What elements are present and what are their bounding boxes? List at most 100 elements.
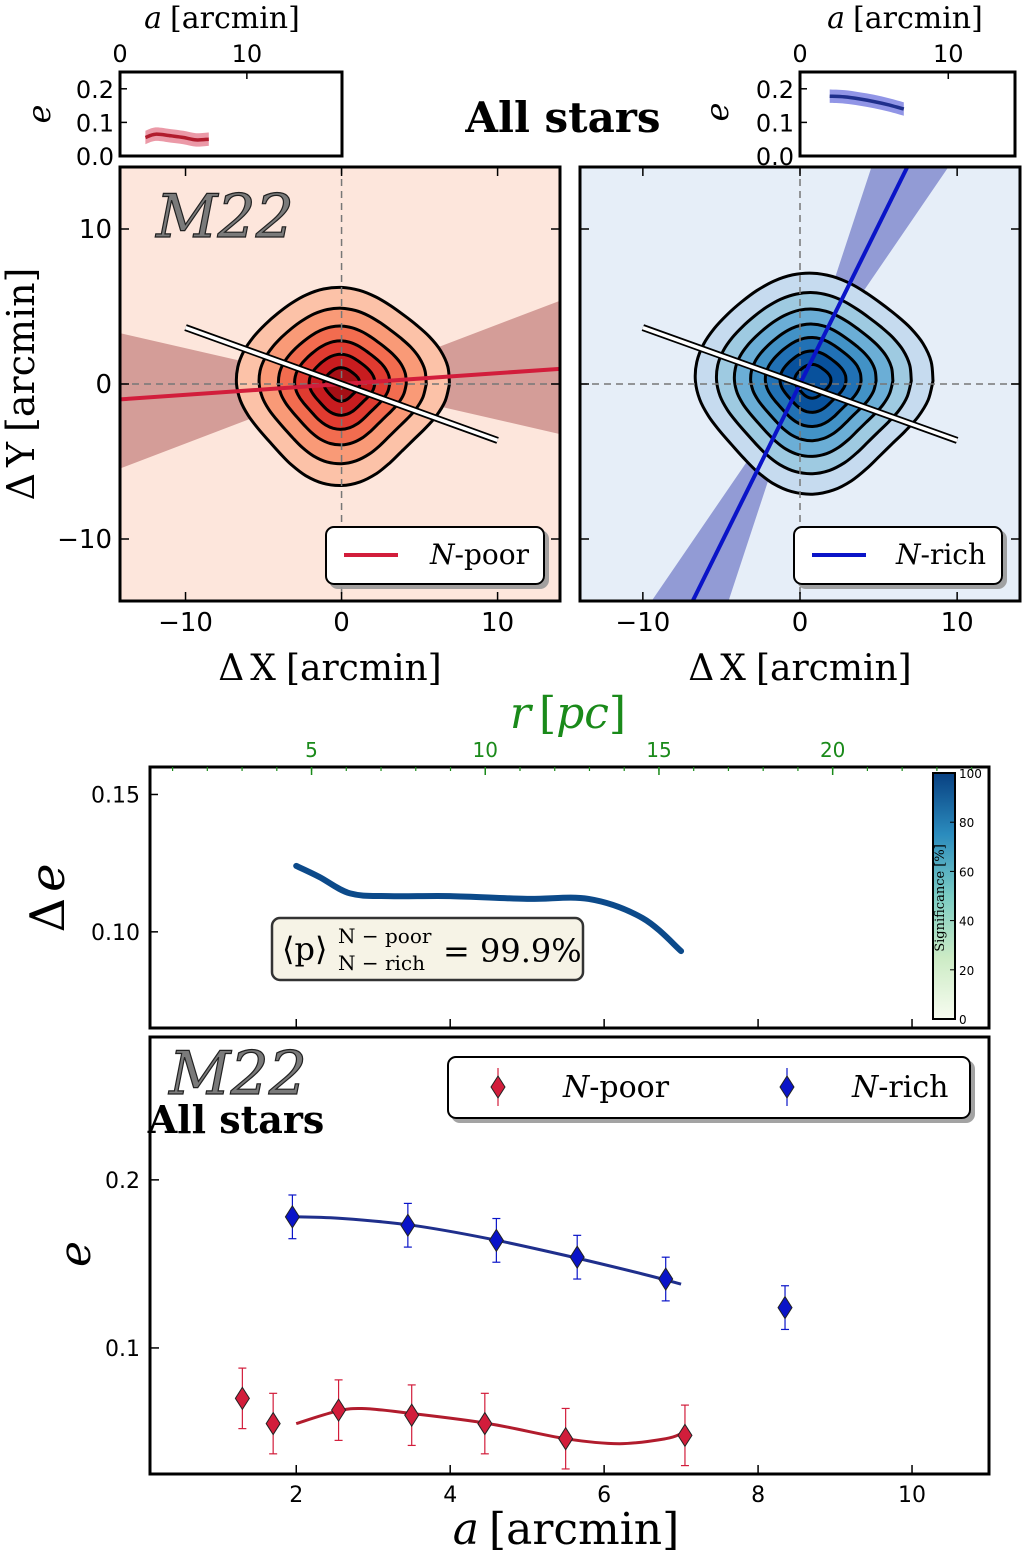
inset-left-xlabel: a [arcmin] xyxy=(144,1,300,36)
inset-left-ytick-label: 0.0 xyxy=(76,143,114,171)
contour-poor-xlabel: Δ X [arcmin] xyxy=(218,648,441,689)
inset-right-chart: 0 10 0.00.10.2 a [arcmin] e xyxy=(698,1,1017,171)
contour-rich-xlabel: Δ X [arcmin] xyxy=(688,648,911,689)
ellipticity-fit-n-rich xyxy=(296,1215,682,1286)
ellipticity-point-n-poor xyxy=(234,1367,250,1430)
colorbar-tick-label: 20 xyxy=(959,964,974,978)
diamond-marker xyxy=(488,1228,504,1253)
colorbar-tick-label: 0 xyxy=(959,1013,967,1027)
inset-left-xtick-label: 10 xyxy=(232,40,263,68)
annotation-superscript: N − poor xyxy=(338,924,432,948)
diamond-marker xyxy=(404,1403,420,1428)
diamond-marker xyxy=(777,1295,793,1320)
main-title: All stars xyxy=(464,93,660,142)
inset-right-ytick-label: 0.2 xyxy=(756,76,794,104)
colorbar-tick-label: 60 xyxy=(959,865,974,879)
colorbar-tick-label: 40 xyxy=(959,915,974,929)
ellipticity-point-n-rich xyxy=(658,1256,674,1302)
ellipticity-point-n-poor xyxy=(330,1379,347,1441)
legend-n-rich-bottom-label: N-rich xyxy=(851,1070,948,1105)
legend-diamond xyxy=(779,1075,795,1099)
significance-annotation: ⟨p⟩ N − poor N − rich = 99.9% xyxy=(270,916,585,982)
legend-n-rich-top xyxy=(793,526,1003,585)
inset-right-xlabel: a [arcmin] xyxy=(827,1,983,36)
diamond-marker xyxy=(477,1411,493,1436)
diamond-marker xyxy=(677,1423,693,1448)
delta-e-top-tick-label: 15 xyxy=(646,738,671,762)
annotation-value: = 99.9% xyxy=(443,932,582,970)
delta-e-top-tick-label: 10 xyxy=(473,738,498,762)
inset-right-line xyxy=(829,94,905,111)
colorbar-tick-label: 80 xyxy=(959,816,974,830)
ellipticity-point-n-rich xyxy=(569,1234,585,1280)
delta-e-ytick-label: 0.15 xyxy=(91,783,140,808)
contour-poor-chart: −10 0 10 −10 0 10 M22 N-poor Δ X [arcmin] ΔY[a… xyxy=(0,165,562,689)
ellipticity-point-n-poor xyxy=(477,1392,493,1455)
contour-rich-rotation-line xyxy=(642,325,958,443)
contour-rich-xtick-label: 10 xyxy=(941,608,974,638)
legend-diamond xyxy=(490,1075,506,1099)
contour-poor-ytick-label: 10 xyxy=(79,215,112,245)
legend-marker-n-poor xyxy=(490,1068,506,1106)
delta-e-delta-e-line xyxy=(293,862,685,955)
contour-rich-xtick-label: −10 xyxy=(615,608,670,638)
delta-e-ylabel: Δe xyxy=(20,863,76,932)
inset-right-ylabel: e xyxy=(698,103,736,122)
inset-right-xtick-label: 10 xyxy=(933,40,964,68)
contour-poor-xtick-label: 10 xyxy=(481,608,514,638)
annotation-subscript: N − rich xyxy=(338,951,425,975)
diamond-marker xyxy=(400,1213,416,1238)
cluster-name-top: M22 xyxy=(155,182,294,252)
ellipticity-xtick-label: 6 xyxy=(597,1483,611,1508)
delta-e-ytick-label: 0.10 xyxy=(91,921,140,946)
legend-n-rich-label: N-rich xyxy=(895,538,986,571)
diamond-marker xyxy=(234,1386,250,1411)
ellipticity-xtick-label: 10 xyxy=(898,1483,926,1508)
diamond-marker xyxy=(265,1411,281,1436)
ellipticity-point-n-rich xyxy=(284,1194,300,1240)
ellipticity-ytick-label: 0.2 xyxy=(105,1169,140,1194)
colorbar-tick-label: 100 xyxy=(959,767,982,781)
contour-poor-xtick-label: −10 xyxy=(158,608,213,638)
diamond-marker xyxy=(658,1267,674,1291)
contour-poor-ylabel: ΔY[arcmin] xyxy=(0,268,43,501)
contour-poor-xtick-label: 0 xyxy=(333,608,350,638)
ellipticity-point-n-poor xyxy=(558,1407,574,1470)
ellipticity-point-n-poor xyxy=(265,1392,281,1455)
delta-e-chart: 5 10 15 20 0.10 0.15 r [pc] Δe ⟨p⟩ N − poor N… xyxy=(20,688,991,1030)
inset-left-ylabel: e xyxy=(20,105,58,124)
inset-left-frame xyxy=(118,70,344,158)
contour-poor-ytick-label: 0 xyxy=(95,370,112,400)
ellipticity-point-n-poor xyxy=(677,1404,693,1467)
cluster-name-bottom: M22 xyxy=(168,1039,307,1109)
annotation-p-symbol: ⟨p⟩ xyxy=(282,930,327,968)
diamond-marker xyxy=(284,1204,300,1229)
inset-right-frame xyxy=(798,70,1017,158)
colorbar-label: Significance [%] xyxy=(933,844,948,952)
inset-left-chart: 0 10 0.0 0.1 0.2 a [arcmin] e xyxy=(20,1,344,171)
subtitle-all-stars: All stars xyxy=(147,1097,325,1142)
ellipticity-point-n-poor xyxy=(404,1384,420,1447)
delta-e-top-tick-label: 20 xyxy=(820,738,845,762)
diamond-marker xyxy=(558,1426,574,1451)
ellipticity-ytick-label: 0.1 xyxy=(105,1337,140,1362)
ellipticity-xlabel: a [arcmin] xyxy=(453,1504,680,1555)
ellipticity-xtick-label: 8 xyxy=(751,1483,765,1508)
ellipticity-point-n-rich xyxy=(777,1285,793,1331)
legend-n-poor-bottom-label: N-poor xyxy=(562,1070,670,1105)
significance-colorbar: 0 20 40 60 80 100 Significance [%] xyxy=(932,767,982,1027)
ellipticity-point-n-rich xyxy=(400,1202,416,1248)
ellipticity-ylabel: e xyxy=(50,1241,101,1267)
ellipticity-point-n-rich xyxy=(488,1217,504,1263)
legend-bottom: N-poor N-rich xyxy=(447,1056,971,1119)
diamond-marker xyxy=(330,1398,347,1423)
ellipticity-xtick-label: 4 xyxy=(443,1483,457,1508)
legend-marker-n-rich xyxy=(779,1068,795,1106)
contour-rich-xtick-label: 0 xyxy=(792,608,809,638)
delta-e-top-xlabel: r [pc] xyxy=(510,688,626,739)
inset-right-xtick-label: 0 xyxy=(792,40,807,68)
legend-n-poor-label: N-poor xyxy=(429,538,530,571)
diamond-marker xyxy=(569,1245,585,1270)
delta-e-top-tick-label: 5 xyxy=(305,738,318,762)
